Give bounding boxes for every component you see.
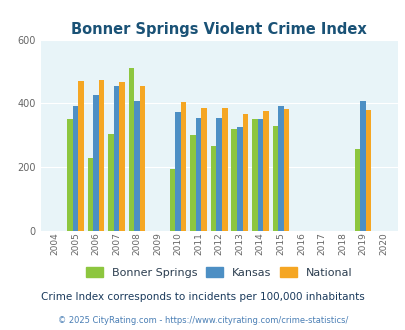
Bar <box>93 95 98 231</box>
Bar <box>196 118 201 231</box>
Bar <box>108 134 113 231</box>
Legend: Bonner Springs, Kansas, National: Bonner Springs, Kansas, National <box>82 263 356 282</box>
Bar <box>78 82 83 231</box>
Bar <box>354 149 359 231</box>
Title: Bonner Springs Violent Crime Index: Bonner Springs Violent Crime Index <box>71 22 366 37</box>
Bar <box>98 81 104 231</box>
Bar <box>113 86 119 231</box>
Bar <box>252 119 257 231</box>
Bar <box>242 114 247 231</box>
Bar <box>201 108 207 231</box>
Bar <box>231 129 237 231</box>
Bar <box>359 101 365 231</box>
Bar <box>134 101 140 231</box>
Bar <box>119 82 125 231</box>
Bar <box>181 102 186 231</box>
Bar <box>175 112 181 231</box>
Text: Crime Index corresponds to incidents per 100,000 inhabitants: Crime Index corresponds to incidents per… <box>41 292 364 302</box>
Bar <box>277 106 283 231</box>
Bar <box>169 169 175 231</box>
Bar <box>222 108 227 231</box>
Bar <box>190 135 196 231</box>
Bar <box>257 119 262 231</box>
Bar <box>283 109 288 231</box>
Bar <box>211 146 216 231</box>
Bar <box>72 106 78 231</box>
Bar <box>128 68 134 231</box>
Bar <box>67 119 72 231</box>
Bar <box>87 158 93 231</box>
Text: © 2025 CityRating.com - https://www.cityrating.com/crime-statistics/: © 2025 CityRating.com - https://www.city… <box>58 316 347 325</box>
Bar <box>365 110 371 231</box>
Bar <box>237 127 242 231</box>
Bar <box>262 112 268 231</box>
Bar <box>272 126 277 231</box>
Bar <box>140 86 145 231</box>
Bar <box>216 118 222 231</box>
